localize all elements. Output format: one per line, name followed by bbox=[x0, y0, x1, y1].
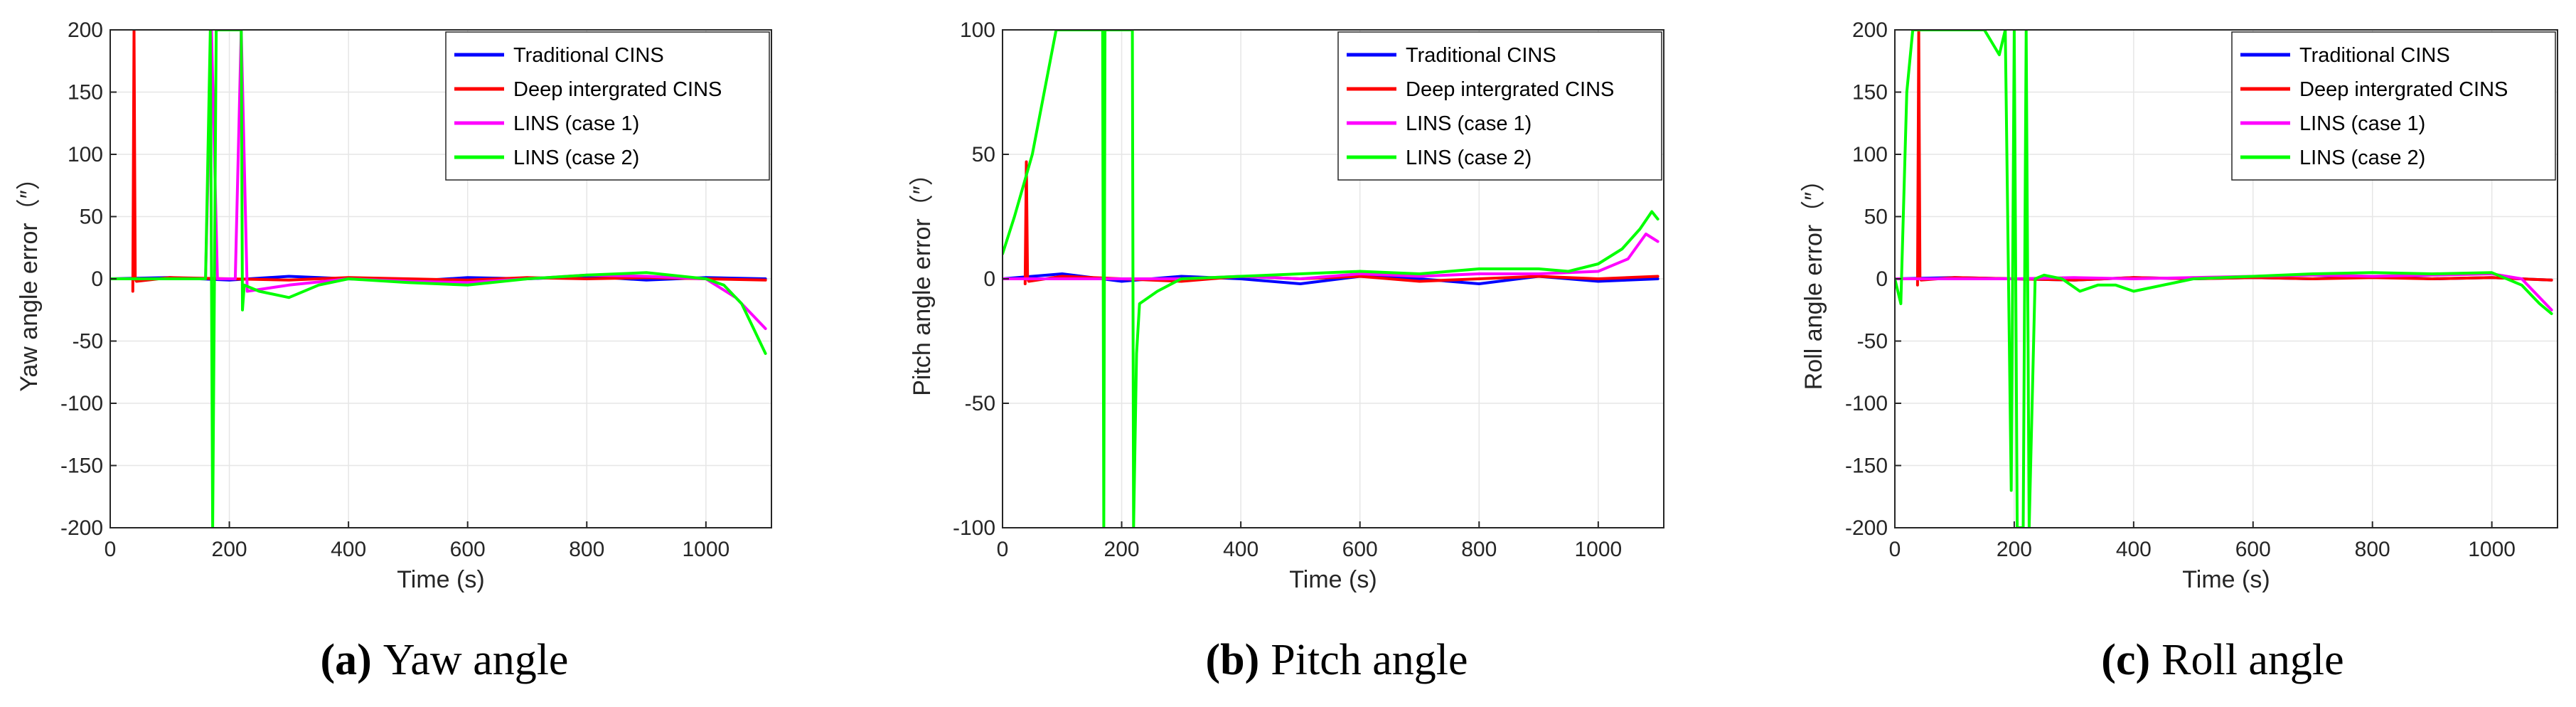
legend-box bbox=[445, 31, 770, 181]
series-line-lins-case-2- bbox=[110, 30, 767, 528]
y-tick-label: 50 bbox=[972, 143, 995, 166]
chart-c: 0 200 400 600 800 1000 -200 -150 -100 -50 0 50 100 15… bbox=[1800, 18, 2558, 684]
series-group bbox=[1895, 30, 2553, 528]
x-tick-label: 800 bbox=[569, 538, 604, 561]
caption-letter: (a) bbox=[321, 636, 372, 684]
series-group bbox=[1003, 30, 1660, 528]
y-tick-label: 100 bbox=[68, 143, 103, 166]
legend-label: LINS (case 2) bbox=[1406, 147, 1532, 169]
legend-label: Traditional CINS bbox=[513, 44, 664, 67]
y-axis-label: Roll angle error（″） bbox=[1800, 168, 1827, 390]
y-tick-label: -50 bbox=[1857, 330, 1888, 354]
x-tick-label: 0 bbox=[1889, 538, 1901, 561]
x-tick-label: 200 bbox=[1997, 538, 2032, 561]
series-group bbox=[110, 30, 767, 528]
y-tick-label: -100 bbox=[1845, 392, 1888, 415]
legend-label: Deep intergrated CINS bbox=[1406, 78, 1614, 101]
y-tick-label: -50 bbox=[965, 392, 995, 415]
legend-label: Traditional CINS bbox=[2299, 44, 2450, 67]
y-tick-label: 200 bbox=[68, 18, 103, 42]
legend-box bbox=[2231, 31, 2556, 181]
legend-label: Deep intergrated CINS bbox=[513, 78, 722, 101]
legend: Traditional CINS Deep intergrated CINS LIN… bbox=[2231, 31, 2556, 181]
x-tick-label: 600 bbox=[2235, 538, 2271, 561]
y-tick-label: 50 bbox=[80, 206, 103, 229]
y-tick-label: 150 bbox=[1852, 81, 1888, 105]
x-axis-label: Time (s) bbox=[397, 566, 484, 593]
x-tick-label: 600 bbox=[450, 538, 486, 561]
x-tick-label: 400 bbox=[1223, 538, 1258, 561]
legend-label: Deep intergrated CINS bbox=[2299, 78, 2508, 101]
y-tick-label: -100 bbox=[60, 392, 103, 415]
y-tick-label: -200 bbox=[60, 516, 103, 540]
y-tick-label: 0 bbox=[1876, 267, 1888, 291]
caption-text: Pitch angle bbox=[1271, 636, 1468, 684]
x-tick-label: 400 bbox=[331, 538, 366, 561]
legend-label: LINS (case 1) bbox=[1406, 112, 1532, 135]
y-tick-label: -150 bbox=[60, 455, 103, 478]
caption-text: Roll angle bbox=[2161, 636, 2344, 684]
y-tick-label: 150 bbox=[68, 81, 103, 105]
y-tick-label: 100 bbox=[1852, 143, 1888, 166]
y-tick-label: -150 bbox=[1845, 455, 1888, 478]
y-tick-label: 0 bbox=[91, 267, 103, 291]
y-tick-label: 0 bbox=[983, 267, 995, 291]
x-tick-label: 0 bbox=[105, 538, 117, 561]
x-tick-label: 1000 bbox=[682, 538, 729, 561]
x-tick-label: 800 bbox=[2355, 538, 2390, 561]
y-tick-label: 100 bbox=[960, 18, 995, 42]
y-axis-label: Yaw angle error（″） bbox=[16, 166, 43, 392]
caption-letter: (c) bbox=[2101, 636, 2150, 684]
legend-label: Traditional CINS bbox=[1406, 44, 1556, 67]
y-tick-label: 200 bbox=[1852, 18, 1888, 42]
caption: (a) Yaw angle bbox=[321, 636, 569, 684]
x-tick-label: 0 bbox=[997, 538, 1009, 561]
x-tick-label: 1000 bbox=[1574, 538, 1622, 561]
series-line-lins-case-2- bbox=[1003, 30, 1660, 528]
x-tick-label: 200 bbox=[212, 538, 247, 561]
x-tick-label: 1000 bbox=[2468, 538, 2516, 561]
legend-label: LINS (case 1) bbox=[513, 112, 639, 135]
x-tick-label: 800 bbox=[1461, 538, 1497, 561]
legend-box bbox=[1337, 31, 1662, 181]
x-tick-label: 200 bbox=[1104, 538, 1140, 561]
chart-a: 0 200 400 600 800 1000 -200 -150 -100 -50 0 50 100 15… bbox=[16, 18, 772, 684]
caption: (c) Roll angle bbox=[2101, 636, 2343, 684]
y-tick-label: -50 bbox=[73, 330, 103, 354]
x-tick-label: 600 bbox=[1342, 538, 1378, 561]
x-tick-label: 400 bbox=[2116, 538, 2152, 561]
y-tick-label: -100 bbox=[953, 516, 995, 540]
caption-letter: (b) bbox=[1206, 636, 1260, 684]
legend-label: LINS (case 1) bbox=[2299, 112, 2425, 135]
y-axis-label: Pitch angle error（″） bbox=[909, 161, 936, 396]
series-line-lins-case-2- bbox=[1895, 30, 2553, 528]
legend: Traditional CINS Deep intergrated CINS LIN… bbox=[1337, 31, 1662, 181]
x-axis-label: Time (s) bbox=[2182, 566, 2270, 593]
x-axis-label: Time (s) bbox=[1289, 566, 1377, 593]
legend: Traditional CINS Deep intergrated CINS LIN… bbox=[445, 31, 770, 181]
chart-b: 0 200 400 600 800 1000 -100 -50 0 50 100 Time (s) Pi… bbox=[909, 18, 1664, 684]
caption: (b) Pitch angle bbox=[1206, 636, 1468, 684]
y-tick-label: -200 bbox=[1845, 516, 1888, 540]
legend-label: LINS (case 2) bbox=[513, 147, 639, 169]
legend-label: LINS (case 2) bbox=[2299, 147, 2425, 169]
y-tick-label: 50 bbox=[1864, 206, 1888, 229]
caption-text: Yaw angle bbox=[383, 636, 569, 684]
